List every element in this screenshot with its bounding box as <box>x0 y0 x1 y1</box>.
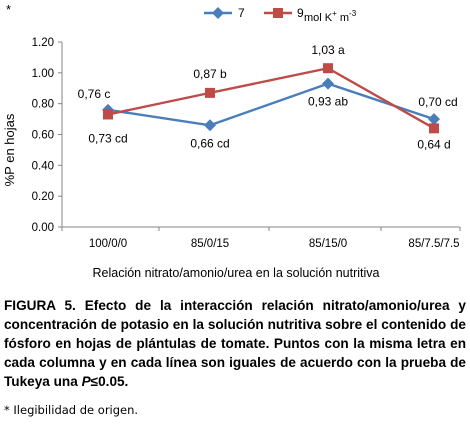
data-label: 0,76 c <box>78 87 111 101</box>
y-tick-label: 0.80 <box>32 99 54 111</box>
legend-label-7: 7 <box>238 6 245 20</box>
chart-series <box>102 63 440 134</box>
x-tick-labels: 100/0/0 85/0/15 85/15/0 85/7.5/7.5 <box>89 238 460 250</box>
data-point-square <box>205 87 215 98</box>
chart-legend: 7 9 mol K+ m-3 <box>204 6 357 24</box>
caption-p: P <box>81 374 91 389</box>
y-tick-label: 0.20 <box>32 191 54 203</box>
y-axis-label: %P en hojas <box>2 113 17 186</box>
data-label: 0,66 cd <box>190 136 229 150</box>
data-point-square <box>323 63 333 74</box>
y-tick-label: 0.00 <box>32 222 54 234</box>
data-label: 0,73 cd <box>88 131 127 145</box>
data-label: 0,93 ab <box>308 95 348 109</box>
y-tick-label: 0.40 <box>32 160 54 172</box>
data-point-diamond <box>428 113 440 126</box>
y-tick-labels: 0.00 0.20 0.40 0.60 0.80 1.00 1.20 <box>32 37 54 234</box>
legend-unit: mol K+ m-3 <box>304 9 357 24</box>
legend-marker-7 <box>212 7 224 19</box>
legend-marker-9 <box>273 8 283 18</box>
series-line-1 <box>107 66 435 130</box>
caption-threshold: ≤0.05. <box>90 374 129 389</box>
data-point-diamond <box>204 119 216 132</box>
figure-caption: FIGURA 5. Efecto de la interacción relac… <box>4 296 466 391</box>
data-label: 0,64 d <box>417 137 450 151</box>
asterisk-marker: * <box>6 2 12 17</box>
data-point-diamond <box>322 77 334 90</box>
series-line-0 <box>107 82 435 127</box>
data-labels: 0,76 c 0,66 cd 0,93 ab 0,70 cd 0,73 cd 0,87 b… <box>78 43 458 151</box>
footnote: * Ilegibilidad de origen. <box>4 403 139 417</box>
caption-text: FIGURA 5. Efecto de la interacción relac… <box>4 298 466 389</box>
data-point-square <box>103 109 113 120</box>
data-point-square <box>429 123 439 134</box>
data-label: 0,70 cd <box>418 95 457 109</box>
x-tick-label: 85/0/15 <box>191 238 229 250</box>
y-tick-label: 1.20 <box>32 37 54 49</box>
x-tick-label: 85/7.5/7.5 <box>408 238 459 250</box>
y-tick-label: 0.60 <box>32 130 54 142</box>
x-axis-label: Relación nitrato/amonio/urea en la soluc… <box>93 266 380 280</box>
x-tick-label: 85/15/0 <box>309 238 347 250</box>
y-tick-label: 1.00 <box>32 68 54 80</box>
line-chart: 0.00 0.20 0.40 0.60 0.80 1.00 1.20 100/0/0 85/0… <box>2 6 461 280</box>
legend-label-9: 9 <box>297 6 304 20</box>
chart-axes <box>58 41 461 231</box>
data-label: 1,03 a <box>311 43 345 57</box>
data-label: 0,87 b <box>193 67 227 81</box>
x-tick-label: 100/0/0 <box>89 238 127 250</box>
